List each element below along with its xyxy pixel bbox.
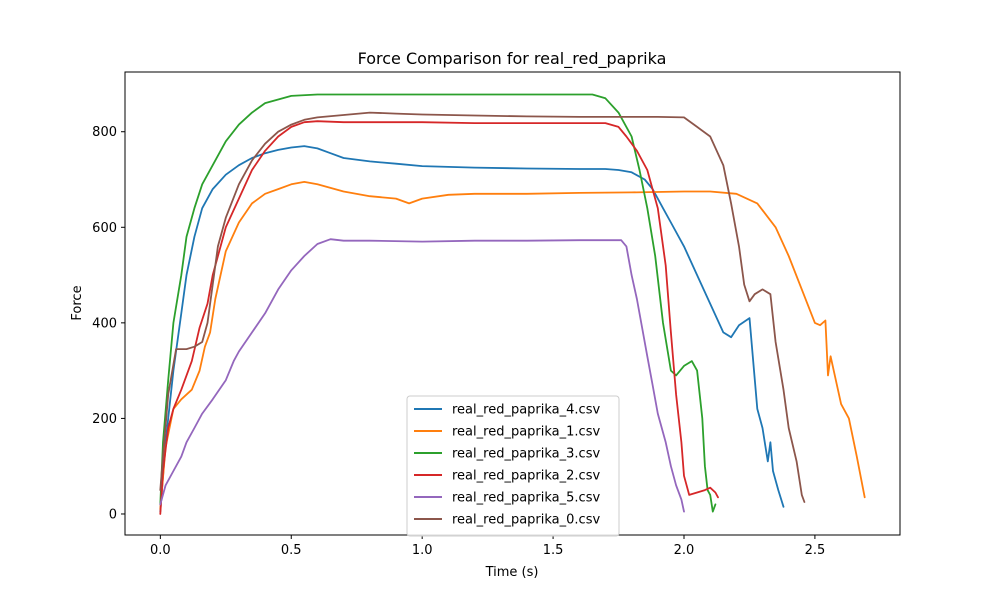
y-tick-label: 200 (92, 412, 117, 427)
legend-label-2: real_red_paprika_3.csv (452, 447, 600, 462)
legend-label-4: real_red_paprika_5.csv (452, 491, 600, 506)
y-tick-label: 600 (92, 221, 117, 236)
legend-box (406, 395, 620, 537)
legend-label-3: real_red_paprika_2.csv (452, 469, 600, 484)
legend-label-1: real_red_paprika_1.csv (452, 425, 600, 440)
series-line-5 (159, 111, 806, 503)
series-layer (159, 93, 866, 515)
legend-label-0: real_red_paprika_4.csv (452, 403, 600, 418)
x-tick-label: 0.0 (150, 543, 171, 558)
series-line-2 (159, 93, 717, 513)
y-tick-label: 0 (109, 507, 117, 522)
series-line-4 (159, 238, 685, 513)
legend-label-5: real_red_paprika_0.csv (452, 513, 600, 528)
chart-title: Force Comparison for real_red_paprika (358, 49, 667, 69)
x-axis-ticks: 0.0 0.5 1.0 1.5 2.0 2.5 (150, 535, 825, 558)
x-tick-label: 2.5 (805, 543, 826, 558)
x-axis-label: Time (s) (485, 565, 539, 580)
series-line-1 (159, 180, 866, 511)
series-line-0 (159, 145, 785, 513)
y-axis-ticks: 0 200 400 600 800 (92, 125, 125, 522)
x-tick-label: 0.5 (281, 543, 302, 558)
y-tick-label: 800 (92, 125, 117, 140)
x-tick-label: 1.5 (543, 543, 564, 558)
x-tick-label: 2.0 (674, 543, 695, 558)
legend: real_red_paprika_4.csv real_red_paprika_1… (406, 395, 620, 537)
x-tick-label: 1.0 (412, 543, 433, 558)
series-line-3 (159, 120, 719, 515)
y-tick-label: 400 (92, 316, 117, 331)
y-axis-label: Force (70, 285, 85, 320)
